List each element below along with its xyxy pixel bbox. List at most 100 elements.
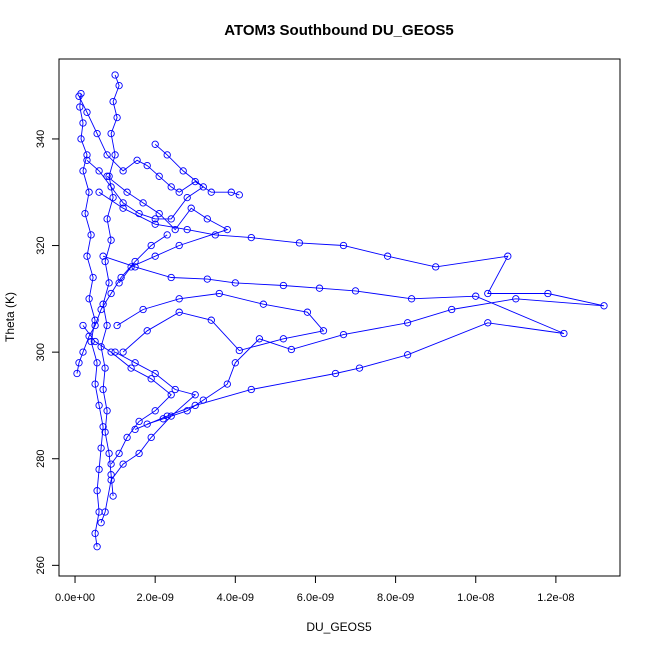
- data-point: [133, 156, 141, 164]
- data-point: [109, 492, 117, 500]
- data-point: [76, 103, 84, 111]
- x-axis-label: DU_GEOS5: [306, 620, 372, 634]
- data-point: [544, 289, 552, 298]
- data-point: [91, 321, 99, 330]
- data-point: [247, 233, 255, 242]
- data-point: [119, 199, 127, 207]
- data-point: [199, 183, 207, 191]
- data-point: [403, 319, 412, 327]
- data-point: [101, 364, 109, 372]
- data-point: [119, 460, 127, 468]
- data-point: [111, 151, 119, 159]
- data-point: [279, 335, 288, 343]
- data-point: [187, 204, 195, 212]
- data-point: [171, 225, 179, 234]
- data-point: [147, 241, 155, 250]
- data-series: [76, 89, 107, 551]
- data-point: [448, 305, 456, 314]
- y-tick-label: 280: [35, 450, 47, 468]
- y-axis-label: Theta (K): [3, 292, 17, 342]
- data-point: [113, 113, 121, 122]
- data-point: [79, 321, 87, 330]
- data-point: [83, 252, 91, 260]
- data-point: [127, 263, 135, 271]
- data-series: [75, 92, 243, 199]
- data-point: [117, 273, 125, 282]
- series-line: [102, 255, 565, 430]
- data-point: [99, 252, 107, 260]
- data-point: [215, 289, 223, 298]
- data-point: [85, 332, 93, 340]
- data-point: [135, 417, 143, 426]
- data-point: [600, 302, 608, 310]
- data-point: [107, 476, 115, 484]
- data-point: [163, 412, 171, 420]
- data-series: [73, 231, 171, 378]
- data-point: [295, 239, 304, 247]
- data-point: [183, 225, 191, 234]
- data-point: [103, 407, 111, 415]
- data-point: [101, 508, 109, 516]
- data-point: [143, 327, 151, 335]
- data-point: [155, 172, 163, 180]
- data-point: [91, 337, 99, 346]
- data-point: [101, 428, 109, 436]
- data-point: [97, 519, 105, 527]
- data-point: [319, 327, 328, 335]
- data-series: [95, 188, 608, 428]
- data-point: [131, 257, 139, 266]
- data-point: [171, 385, 179, 394]
- data-point: [83, 151, 91, 159]
- data-point: [87, 337, 95, 346]
- data-point: [183, 407, 191, 415]
- data-point: [259, 300, 268, 308]
- data-point: [93, 129, 101, 138]
- data-point: [103, 215, 111, 223]
- data-point: [79, 167, 87, 175]
- data-series: [103, 172, 231, 287]
- data-point: [151, 215, 159, 223]
- data-point: [79, 348, 87, 356]
- data-point: [151, 369, 159, 378]
- data-point: [83, 156, 91, 164]
- data-point: [151, 220, 159, 228]
- data-point: [123, 188, 131, 196]
- data-point: [167, 183, 175, 191]
- data-point: [175, 188, 183, 196]
- data-series: [99, 252, 568, 434]
- data-point: [97, 444, 105, 452]
- data-point: [109, 97, 117, 106]
- data-point: [73, 369, 81, 378]
- data-point: [231, 279, 239, 287]
- data-point: [93, 487, 101, 495]
- data-point: [167, 391, 175, 399]
- data-point: [95, 401, 103, 410]
- data-point: [87, 231, 95, 239]
- data-point: [191, 177, 199, 186]
- data-point: [97, 305, 105, 314]
- data-point: [119, 167, 127, 175]
- data-point: [143, 420, 151, 428]
- data-point: [167, 215, 175, 223]
- data-point: [107, 183, 115, 191]
- data-point: [183, 193, 191, 202]
- data-point: [151, 407, 159, 415]
- data-point: [163, 151, 171, 159]
- series-layer: [73, 71, 608, 551]
- data-point: [512, 295, 520, 303]
- data-point: [107, 236, 115, 244]
- data-point: [111, 71, 119, 79]
- data-point: [560, 329, 568, 338]
- y-tick-label: 340: [35, 130, 47, 148]
- data-point: [227, 188, 235, 196]
- data-point: [147, 375, 155, 383]
- data-point: [93, 543, 101, 551]
- data-point: [123, 433, 131, 442]
- series-line: [76, 234, 168, 374]
- data-point: [279, 281, 288, 290]
- series-line: [100, 74, 120, 497]
- x-tick-label: 6.0e-09: [297, 592, 334, 604]
- data-point: [484, 289, 492, 298]
- data-point: [175, 295, 183, 303]
